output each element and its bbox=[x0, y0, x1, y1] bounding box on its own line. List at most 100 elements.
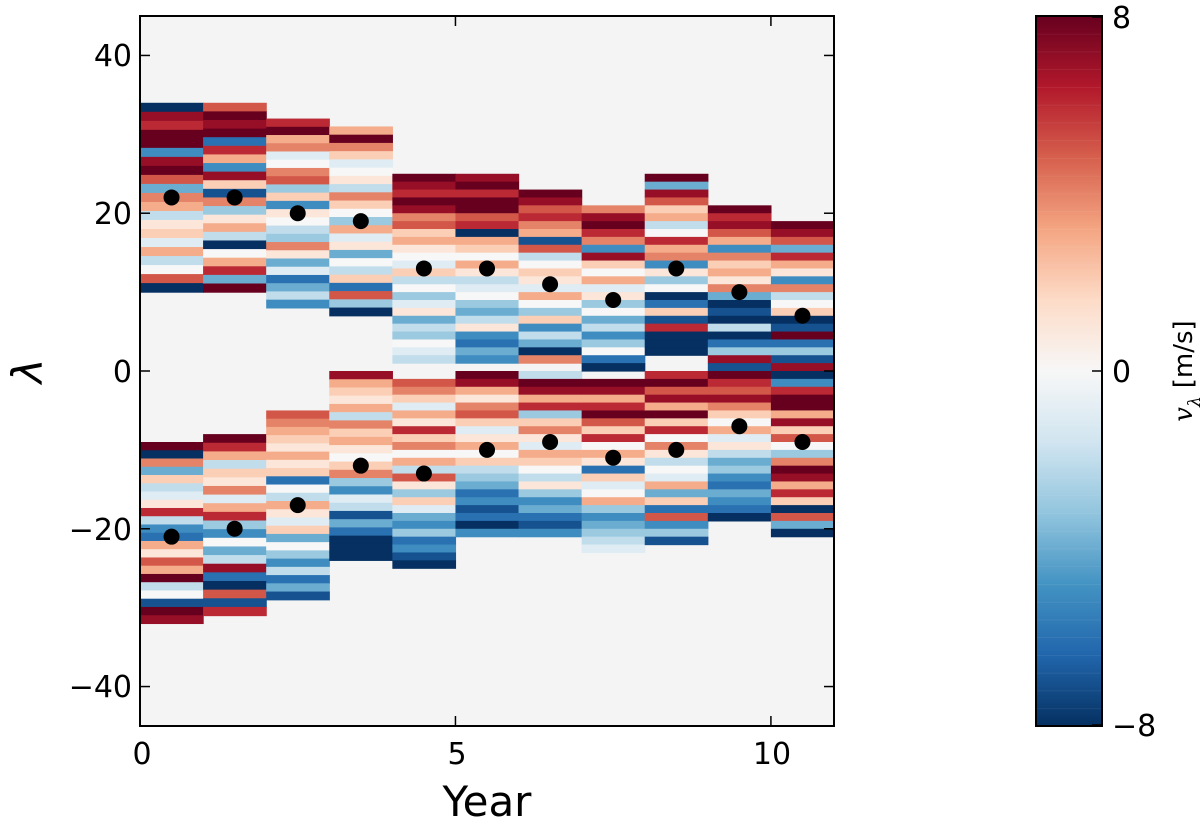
heatmap-cell bbox=[518, 205, 583, 214]
heatmap-cell bbox=[140, 129, 204, 140]
heatmap-cell bbox=[392, 229, 457, 238]
colorbar-stripe bbox=[1036, 655, 1102, 656]
colorbar-stripe bbox=[1036, 158, 1102, 159]
heatmap-cell bbox=[203, 249, 267, 259]
heatmap-cell bbox=[329, 510, 393, 520]
heatmap-cell bbox=[455, 213, 520, 222]
heatmap-cell bbox=[140, 565, 204, 575]
heatmap-cell bbox=[329, 241, 393, 251]
heatmap-cell bbox=[392, 394, 457, 404]
heatmap-cell bbox=[518, 244, 583, 254]
heatmap-cell bbox=[581, 528, 646, 538]
heatmap-cell bbox=[581, 520, 646, 530]
heatmap-cell bbox=[329, 445, 393, 454]
heatmap-cell bbox=[770, 292, 834, 301]
heatmap-cell bbox=[266, 176, 330, 186]
x-tick-label: 5 bbox=[447, 737, 466, 772]
colorbar-stripe bbox=[1036, 477, 1102, 479]
heatmap-cell bbox=[518, 315, 583, 325]
heatmap-cell bbox=[392, 536, 457, 546]
heatmap-cell bbox=[329, 274, 393, 284]
heatmap-cell bbox=[329, 225, 393, 235]
heatmap-cell bbox=[581, 410, 646, 419]
heatmap-cell bbox=[266, 266, 330, 276]
heatmap-cell bbox=[707, 236, 772, 246]
centroid-marker bbox=[415, 260, 432, 277]
heatmap-cell bbox=[581, 363, 646, 372]
heatmap-cell bbox=[707, 363, 772, 372]
heatmap-cell bbox=[581, 513, 646, 522]
heatmap-cell bbox=[266, 484, 330, 494]
heatmap-cell bbox=[266, 517, 330, 527]
heatmap-cell bbox=[455, 473, 520, 483]
heatmap-cell bbox=[392, 418, 457, 427]
heatmap-cell bbox=[581, 213, 646, 222]
heatmap-cell bbox=[455, 205, 520, 214]
heatmap-cell bbox=[644, 371, 709, 380]
heatmap-cell bbox=[770, 229, 834, 238]
heatmap-cell bbox=[266, 418, 330, 428]
heatmap-cell bbox=[770, 513, 834, 522]
heatmap-cell bbox=[203, 511, 267, 522]
heatmap-cell bbox=[644, 394, 709, 404]
heatmap-cell bbox=[203, 283, 267, 293]
heatmap-cell bbox=[140, 219, 204, 230]
heatmap-cell bbox=[581, 276, 646, 285]
heatmap-cell bbox=[707, 323, 772, 333]
heatmap-cell bbox=[266, 143, 330, 153]
heatmap-cell bbox=[455, 386, 520, 396]
heatmap-cell bbox=[518, 497, 583, 506]
heatmap-cell bbox=[455, 197, 520, 206]
heatmap-cell bbox=[581, 497, 646, 506]
heatmap-cell bbox=[518, 339, 583, 348]
heatmap-cell bbox=[707, 347, 772, 356]
heatmap-cell bbox=[392, 205, 457, 214]
heatmap-cell bbox=[140, 102, 204, 113]
heatmap-cell bbox=[329, 151, 393, 160]
centroid-marker bbox=[415, 465, 432, 482]
heatmap-cell bbox=[581, 394, 646, 404]
colorbar-stripe bbox=[1036, 584, 1102, 585]
heatmap-cell bbox=[455, 410, 520, 419]
heatmap-cell bbox=[581, 355, 646, 364]
heatmap-cell bbox=[644, 386, 709, 396]
y-axis-title: λ bbox=[3, 359, 52, 386]
heatmap-cell bbox=[455, 465, 520, 475]
heatmap-cell bbox=[140, 111, 204, 122]
heatmap-cell bbox=[518, 418, 583, 427]
heatmap-cell bbox=[518, 449, 583, 459]
heatmap-cell bbox=[707, 339, 772, 348]
heatmap-cell bbox=[266, 258, 330, 268]
heatmap-cell bbox=[644, 229, 709, 238]
heatmap-cell bbox=[266, 583, 330, 593]
heatmap-cell bbox=[266, 283, 330, 293]
centroid-marker bbox=[605, 292, 622, 308]
heatmap-cell bbox=[140, 138, 204, 149]
heatmap-cell bbox=[707, 244, 772, 254]
heatmap-cell bbox=[770, 355, 834, 364]
heatmap-cell bbox=[392, 378, 457, 388]
centroid-marker bbox=[731, 284, 748, 301]
colorbar-stripe bbox=[1036, 282, 1102, 284]
heatmap-cell bbox=[329, 502, 393, 512]
heatmap-cell bbox=[203, 477, 267, 487]
heatmap-cell bbox=[203, 555, 267, 565]
colorbar-stripe bbox=[1036, 566, 1102, 568]
x-tick-label: 10 bbox=[753, 737, 791, 772]
heatmap-cell bbox=[707, 378, 772, 388]
heatmap-cell bbox=[707, 331, 772, 341]
colorbar-tick-label: 0 bbox=[1112, 355, 1131, 390]
heatmap-cell bbox=[329, 519, 393, 529]
heatmap-cell bbox=[203, 537, 267, 548]
heatmap-cell bbox=[140, 491, 204, 501]
heatmap-cell bbox=[392, 434, 457, 443]
heatmap-cell bbox=[455, 221, 520, 230]
heatmap-cell bbox=[518, 292, 583, 301]
heatmap-cell bbox=[581, 268, 646, 277]
heatmap-cell bbox=[203, 434, 267, 444]
heatmap-cell bbox=[707, 355, 772, 364]
heatmap-cell bbox=[329, 126, 393, 136]
heatmap-cell bbox=[644, 315, 709, 325]
heatmap-cell bbox=[392, 189, 457, 199]
heatmap-cell bbox=[329, 527, 393, 537]
